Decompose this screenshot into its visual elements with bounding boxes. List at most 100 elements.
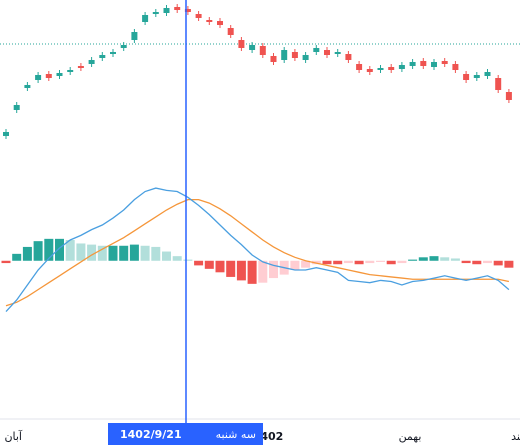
candle-body — [184, 9, 191, 12]
candle-body — [291, 52, 298, 58]
histogram-bar — [119, 245, 129, 261]
x-axis-label: بهمن — [399, 430, 422, 443]
candle-body — [227, 28, 234, 35]
candle-body — [377, 68, 384, 70]
candle-body — [24, 85, 31, 88]
candle-body — [131, 32, 138, 40]
candle-body — [409, 62, 416, 66]
histogram-bar — [354, 260, 364, 265]
histogram-bar — [194, 260, 204, 266]
x-axis-label: آبان — [4, 429, 22, 443]
candle-body — [356, 64, 363, 70]
candle-body — [142, 15, 149, 22]
histogram-bar — [183, 259, 193, 261]
histogram-bar — [301, 260, 311, 268]
histogram-bar — [397, 260, 407, 264]
histogram-bar — [440, 257, 450, 261]
candle-body — [152, 12, 159, 14]
histogram-bar — [429, 256, 439, 261]
histogram-bar — [76, 243, 86, 261]
candle-body — [484, 72, 491, 76]
macd-line — [5, 187, 510, 312]
candle-body — [110, 52, 116, 54]
candle-body — [13, 105, 20, 110]
histogram-bar — [333, 260, 343, 265]
histogram-bar — [87, 244, 97, 261]
histogram-bar — [129, 244, 139, 261]
candle-body — [45, 74, 52, 78]
signal-line — [5, 198, 510, 307]
candle-body — [174, 7, 181, 10]
candle-body — [324, 50, 330, 55]
candle-body — [195, 14, 202, 18]
candle-body — [217, 21, 223, 25]
candle-body — [420, 61, 427, 66]
candle-body — [463, 74, 470, 80]
histogram-bar — [365, 260, 375, 264]
histogram-bar — [33, 241, 43, 261]
histogram-bar — [504, 260, 514, 268]
histogram-bar — [290, 260, 300, 270]
histogram-bar — [322, 260, 332, 265]
crosshair-label-box — [108, 423, 263, 445]
candle-body — [452, 64, 459, 70]
crosshair-weekday: سه شنبه — [216, 428, 256, 441]
candle-body — [398, 65, 405, 69]
candle-body — [259, 46, 266, 55]
candle-body — [88, 60, 95, 64]
candle-body — [473, 75, 480, 78]
candle-body — [120, 45, 127, 48]
candle-body — [495, 78, 502, 90]
candle-body — [35, 75, 42, 80]
histogram-bar — [204, 260, 214, 269]
candle-body — [77, 66, 84, 68]
histogram-bar — [418, 257, 428, 261]
histogram-bar — [162, 251, 171, 261]
candle-body — [313, 48, 320, 52]
candle-body — [163, 8, 170, 13]
histogram-bar — [97, 245, 107, 261]
histogram-bar — [343, 260, 353, 264]
histogram-bar — [215, 260, 225, 273]
histogram-bar — [44, 238, 54, 261]
histogram-bar — [450, 258, 460, 261]
plot — [0, 4, 520, 312]
candle-body — [270, 56, 277, 62]
histogram-bar — [55, 238, 64, 261]
candle-body — [67, 70, 74, 72]
candle-body — [302, 55, 309, 60]
histogram-bar — [1, 260, 11, 264]
histogram-bar — [12, 253, 22, 261]
histogram-bar — [236, 260, 246, 281]
histogram-bar — [108, 245, 118, 261]
candle-body — [345, 54, 352, 60]
histogram-bar — [269, 260, 278, 279]
histogram-bar — [493, 260, 503, 266]
candle-body — [56, 73, 63, 76]
histogram-bar — [65, 240, 75, 261]
candle-body — [249, 45, 256, 50]
candle-body — [206, 20, 213, 22]
candle-body — [388, 67, 395, 70]
crosshair: 1402/9/21 سه شنبه — [108, 0, 263, 445]
histogram-bar — [151, 246, 161, 261]
histogram-bar — [386, 260, 396, 265]
histogram-bar — [258, 260, 268, 283]
candle-body — [334, 52, 341, 54]
candle-body — [366, 69, 373, 72]
candle-body — [99, 55, 106, 58]
histogram-bar — [226, 260, 236, 277]
histogram-bar — [461, 260, 471, 264]
candle-body — [431, 62, 437, 67]
crosshair-date: 1402/9/21 — [120, 428, 182, 441]
histogram-bar — [483, 260, 492, 264]
histogram-bar — [172, 256, 182, 261]
candle-body — [3, 132, 9, 136]
candle-body — [441, 61, 448, 64]
candle-body — [505, 92, 512, 100]
candle-body — [281, 50, 288, 60]
histogram-bar — [472, 260, 482, 265]
histogram-bar — [408, 259, 418, 261]
histogram-bar — [140, 245, 150, 261]
